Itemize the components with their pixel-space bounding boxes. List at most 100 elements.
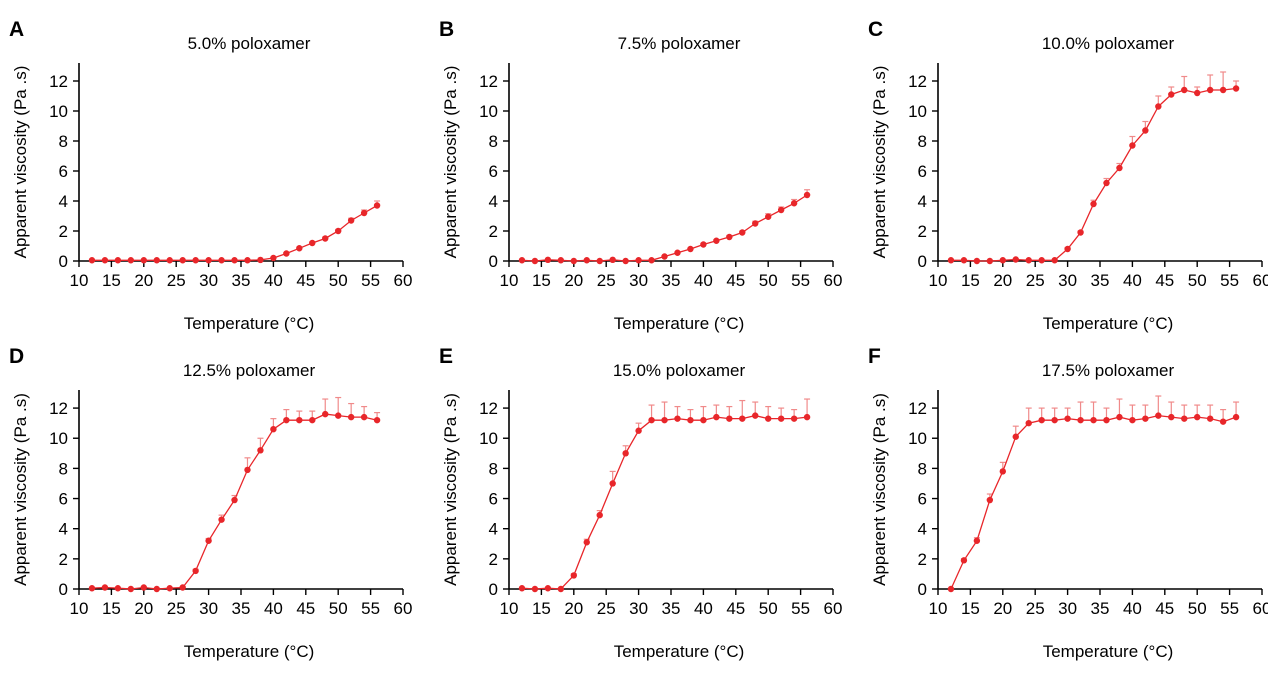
data-point [1181,86,1188,94]
x-tick-label: 35 [1091,271,1110,290]
y-tick-label: 2 [918,550,927,569]
x-tick-label: 60 [1253,271,1268,290]
data-point [231,496,238,504]
x-tick-label: 55 [1220,271,1239,290]
data-point [518,257,526,264]
y-tick-label: 10 [479,102,498,121]
data-point [114,257,122,264]
panel-label: E [439,345,453,368]
data-point [1090,200,1097,208]
data-point [140,584,147,591]
data-point [570,572,577,579]
data-point [296,245,303,252]
y-tick-label: 4 [59,192,68,211]
data-point [373,202,381,209]
data-point [544,256,552,263]
y-tick-label: 4 [918,520,927,539]
x-axis-title: Temperature (°C) [1043,642,1174,661]
data-point [583,539,590,546]
y-tick-label: 2 [59,222,68,241]
x-tick-label: 40 [1123,599,1142,618]
data-point [1219,418,1227,425]
y-axis-title: Apparent viscosity (Pa .s) [870,393,889,586]
data-point [947,585,955,593]
data-point [661,416,668,424]
data-point [986,496,994,504]
x-tick-label: 15 [532,599,551,618]
panel-label: A [9,18,24,41]
x-tick-label: 30 [629,599,648,618]
x-tick-label: 40 [694,271,713,290]
data-point [309,416,316,424]
data-point [1129,142,1136,149]
y-tick-label: 0 [489,580,498,599]
data-point [1090,416,1097,424]
data-point [999,468,1006,475]
y-tick-label: 10 [908,429,927,448]
x-tick-label: 20 [993,271,1012,290]
data-point [166,585,173,592]
chart-panel-f: F 17.5% poloxamer 10 15 20 25 30 35 40 45 50 55 60 0 2… [868,345,1268,661]
data-point [1116,164,1123,172]
x-tick-label: 50 [1188,271,1207,290]
x-tick-label: 60 [1253,599,1268,618]
x-axis-title: Temperature (°C) [1043,314,1174,333]
data-point [790,415,798,422]
data-point [803,191,811,199]
data-point [140,257,147,264]
data-point [257,447,264,454]
y-tick-label: 12 [479,399,498,418]
data-point [700,416,707,424]
y-tick-label: 0 [59,580,68,599]
data-point [609,256,616,263]
data-point [296,416,303,424]
x-tick-label: 25 [1026,599,1045,618]
x-axis-title: Temperature (°C) [184,314,315,333]
y-tick-label: 8 [918,132,927,151]
data-point [622,450,629,457]
data-point [192,567,199,575]
x-tick-label: 55 [361,599,380,618]
x-tick-label: 55 [791,599,810,618]
data-point [739,415,746,422]
y-tick-label: 8 [489,459,498,478]
data-point [153,257,160,264]
x-tick-label: 30 [199,271,218,290]
data-point [648,416,655,424]
y-tick-label: 6 [918,162,927,181]
y-tick-label: 10 [49,429,68,448]
chart-title: 5.0% poloxamer [188,34,311,53]
x-tick-label: 40 [1123,271,1142,290]
data-point [1051,257,1058,264]
x-tick-label: 45 [296,271,315,290]
data-point [270,425,277,433]
panel-label: F [868,345,881,368]
x-tick-label: 10 [500,599,519,618]
chart-panel-c: C 10.0% poloxamer 10 15 20 25 30 35 40 45 50 55 60 0 2… [868,18,1268,333]
data-point [373,416,381,424]
chart-title: 17.5% poloxamer [1042,361,1175,380]
data-point [557,257,565,264]
data-point [322,235,329,242]
x-tick-label: 45 [726,271,745,290]
x-tick-label: 10 [500,271,519,290]
y-tick-label: 12 [908,72,927,91]
data-point [244,466,251,474]
y-tick-label: 8 [489,132,498,151]
chart-panel-e: E 15.0% poloxamer 10 15 20 25 30 35 40 45 50 55 60 0 2… [439,345,842,661]
chart-panel-a: A 5.0% poloxamer 10 15 20 25 30 35 40 45 50 55 60 0 2 4… [9,18,412,333]
data-point [765,415,772,422]
y-axis-title: Apparent viscosity (Pa .s) [11,393,30,586]
series-line [951,87,1237,262]
x-tick-label: 60 [824,271,843,290]
y-axis-title: Apparent viscosity (Pa .s) [441,66,460,259]
x-tick-label: 30 [629,271,648,290]
x-tick-label: 35 [662,271,681,290]
data-point [88,257,96,264]
x-tick-label: 25 [597,271,616,290]
data-point [570,257,577,265]
data-point [1051,416,1058,424]
data-point [973,537,981,544]
data-point [999,257,1006,264]
chart-title: 15.0% poloxamer [613,361,746,380]
